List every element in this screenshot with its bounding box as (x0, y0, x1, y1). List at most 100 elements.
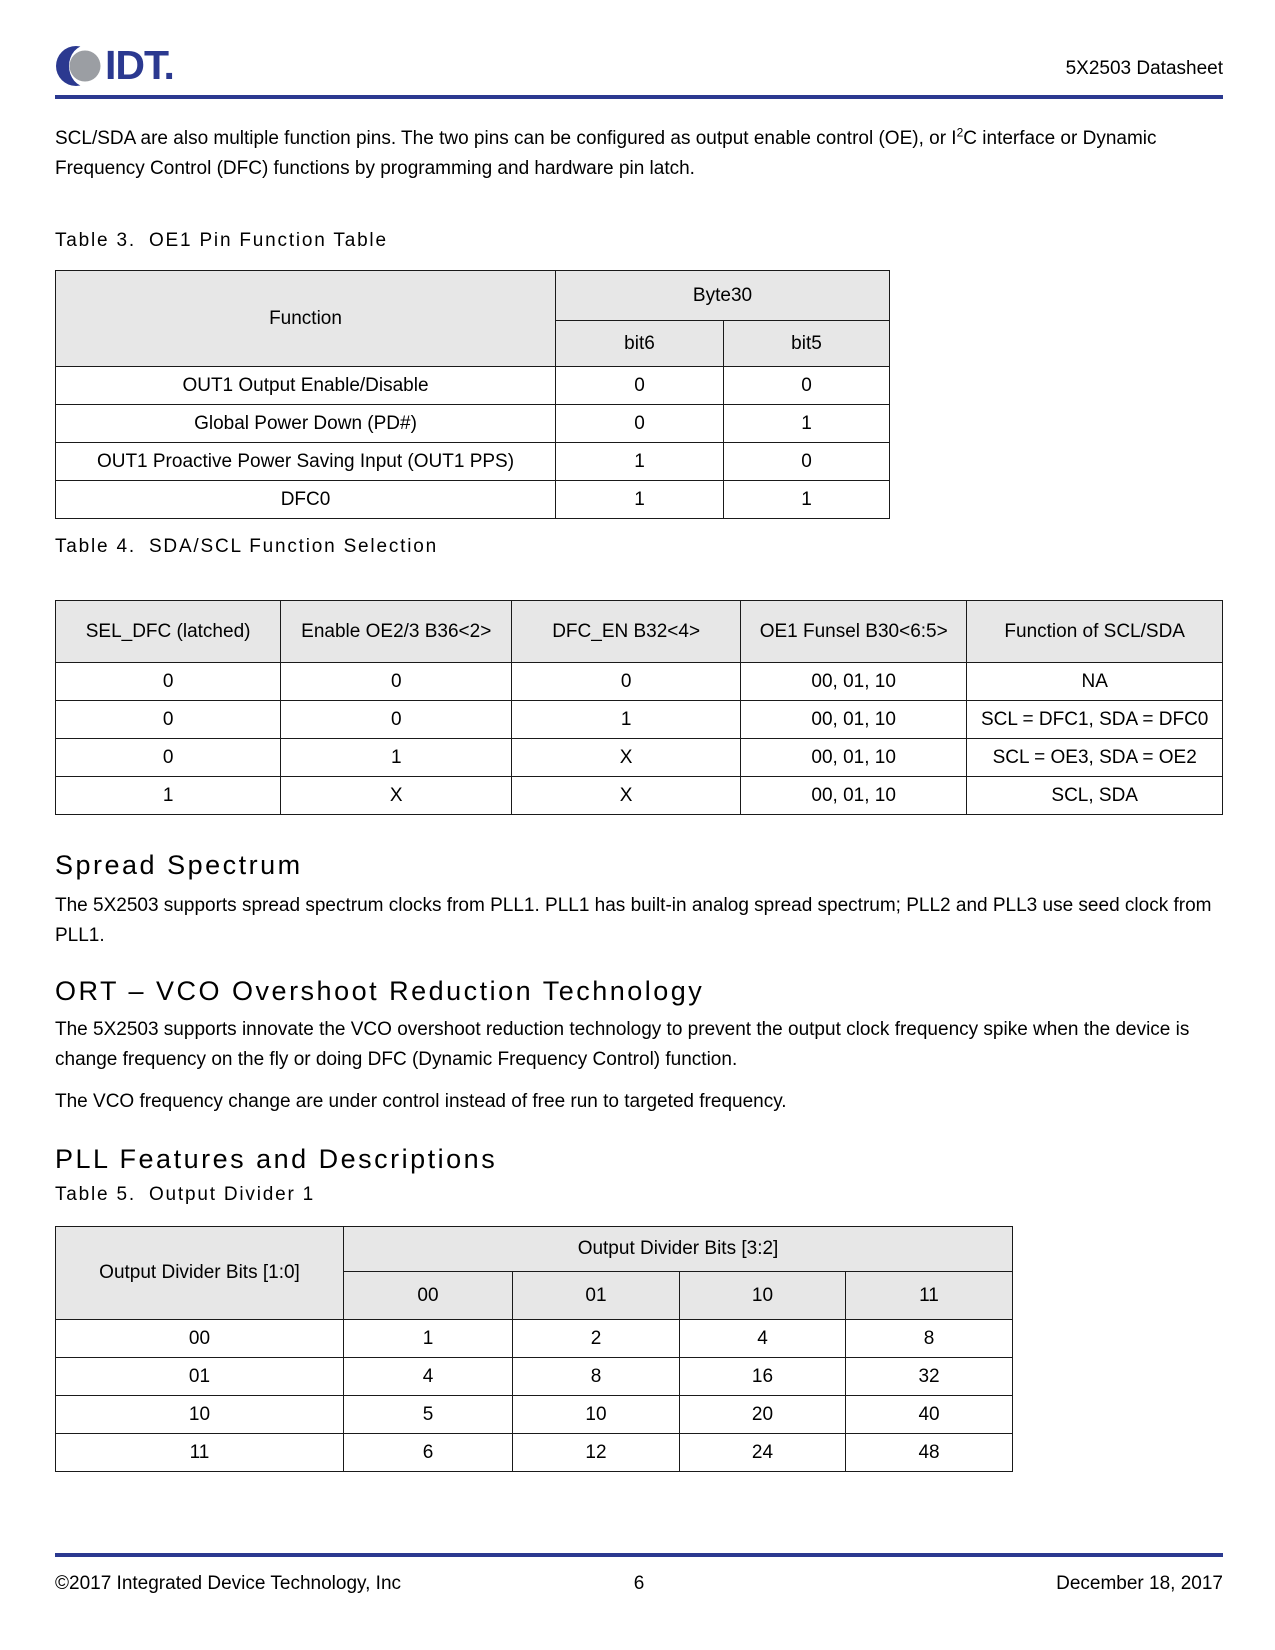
heading-ort: ORT – VCO Overshoot Reduction Technology (55, 976, 705, 1006)
document-title: 5X2503 Datasheet (1065, 58, 1223, 79)
table-row: 10 5 10 20 40 (55, 1395, 1014, 1434)
table-cell-bit5: 0 (723, 366, 890, 405)
table-cell: SCL = OE3, SDA = OE2 (966, 738, 1223, 777)
table-cell-function: Global Power Down (PD#) (55, 404, 556, 443)
table-cell-bit5: 0 (723, 442, 890, 481)
table-cell: 8 (512, 1357, 680, 1396)
table-cell: 6 (343, 1433, 513, 1472)
table-row: 0 1 X 00, 01, 10 SCL = OE3, SDA = OE2 (54, 738, 1223, 777)
table-cell: 1 (54, 776, 282, 815)
table-cell-function: OUT1 Proactive Power Saving Input (OUT1 … (55, 442, 556, 481)
table4-col-dfc-en: DFC_EN B32<4> (511, 600, 741, 663)
table-row: 0 0 0 00, 01, 10 NA (54, 662, 1223, 701)
table5-col-bits10: Output Divider Bits [1:0] (55, 1226, 344, 1320)
table-cell: 1 (511, 700, 741, 739)
table3-col-bit6: bit6 (555, 320, 724, 367)
header-rule (55, 95, 1223, 99)
page-content: SCL/SDA are also multiple function pins.… (0, 124, 1275, 1472)
table3-col-function: Function (55, 270, 556, 367)
paragraph-ort-1: The 5X2503 supports innovate the VCO ove… (55, 1019, 1190, 1070)
table-cell: 00, 01, 10 (739, 738, 968, 777)
table-cell: 0 (54, 738, 282, 777)
table-cell: NA (966, 662, 1223, 701)
table-cell: 00, 01, 10 (739, 700, 968, 739)
table4-caption-title: SDA/SCL Function Selection (148, 536, 438, 557)
table-cell: 0 (280, 700, 513, 739)
table-cell: 20 (679, 1395, 846, 1434)
superscript-2: 2 (956, 125, 964, 140)
idt-logo: IDT. (55, 41, 175, 90)
table-cell: 10 (512, 1395, 680, 1434)
paragraph-ort-2: The VCO frequency change are under contr… (55, 1091, 787, 1112)
heading-spread-spectrum: Spread Spectrum (55, 850, 303, 880)
paragraph-spread-spectrum: The 5X2503 supports spread spectrum cloc… (55, 895, 1212, 946)
table-row: OUT1 Proactive Power Saving Input (OUT1 … (55, 442, 890, 481)
idt-logo-icon (56, 45, 101, 87)
idt-logo-text: IDT. (105, 41, 175, 88)
page-footer: ©2017 Integrated Device Technology, Inc … (55, 1553, 1223, 1595)
table-row: 11 6 12 24 48 (55, 1433, 1014, 1472)
table3-caption-title: OE1 Pin Function Table (148, 230, 388, 251)
table-row: Global Power Down (PD#) 0 1 (55, 404, 890, 443)
table4-col-sel-dfc: SEL_DFC (latched) (54, 600, 282, 663)
table-cell: 5 (343, 1395, 513, 1434)
table-cell: SCL, SDA (966, 776, 1223, 815)
table-cell: 00 (55, 1319, 344, 1358)
table-cell: 00, 01, 10 (739, 662, 968, 701)
table5-subcol-10: 10 (679, 1271, 846, 1320)
table-row: 00 1 2 4 8 (55, 1319, 1014, 1358)
table-cell-bit5: 1 (723, 480, 890, 519)
table-cell: 24 (679, 1433, 846, 1472)
table5-subcol-01: 01 (512, 1271, 680, 1320)
table-cell: 16 (679, 1357, 846, 1396)
table-row: OUT1 Output Enable/Disable 0 0 (55, 366, 890, 405)
table4-col-function-scl-sda: Function of SCL/SDA (966, 600, 1223, 663)
table3-col-byte30: Byte30 (555, 270, 890, 321)
table5-caption-label: Table 5. (55, 1184, 136, 1205)
table-cell: 01 (55, 1357, 344, 1396)
table-header-row: bit6 bit5 (56, 320, 890, 367)
table-header-row: Function Byte30 (55, 270, 890, 367)
intro-paragraph: SCL/SDA are also multiple function pins.… (55, 124, 1223, 184)
table4-caption: Table 4. SDA/SCL Function Selection (55, 535, 1223, 559)
intro-text-1: SCL/SDA are also multiple function pins.… (55, 128, 957, 149)
table-cell: 40 (844, 1395, 1014, 1434)
table3-col-bit5: bit5 (723, 320, 890, 367)
intro-text-2: C interface or Dynamic Frequency Control… (55, 128, 1157, 179)
table-cell-bit6: 0 (555, 366, 724, 405)
table-cell: 12 (512, 1433, 680, 1472)
table-cell: SCL = DFC1, SDA = DFC0 (966, 700, 1223, 739)
table-cell: 32 (844, 1357, 1014, 1396)
table-cell-bit5: 1 (723, 404, 890, 443)
table-cell-function: DFC0 (55, 480, 556, 519)
table-cell-function: OUT1 Output Enable/Disable (55, 366, 556, 405)
table-cell: 00, 01, 10 (739, 776, 968, 815)
footer-page-number: 6 (633, 1573, 645, 1594)
footer-date: December 18, 2017 (1056, 1573, 1223, 1594)
table5-col-bits32: Output Divider Bits [3:2] (342, 1226, 1014, 1272)
table-row: 1 X X 00, 01, 10 SCL, SDA (54, 776, 1223, 815)
table-header-row: Output Divider Bits [1:0] Output Divider… (55, 1226, 1014, 1320)
table3-caption-label: Table 3. (55, 230, 136, 251)
table-cell: X (511, 776, 741, 815)
footer-copyright: ©2017 Integrated Device Technology, Inc (55, 1573, 402, 1594)
table-cell-bit6: 0 (555, 404, 724, 443)
table-cell: 8 (844, 1319, 1014, 1358)
table-cell: X (511, 738, 741, 777)
table-cell: 1 (280, 738, 513, 777)
table-cell-bit6: 1 (555, 442, 724, 481)
table-cell: 0 (54, 662, 282, 701)
table4-col-enable-oe23: Enable OE2/3 B36<2> (280, 600, 513, 663)
table-cell: 0 (511, 662, 741, 701)
table4-col-oe1-funsel: OE1 Funsel B30<6:5> (739, 600, 968, 663)
footer-rule (55, 1553, 1223, 1557)
table4-caption-label: Table 4. (55, 536, 136, 557)
table-row: 01 4 8 16 32 (55, 1357, 1014, 1396)
table-cell: 11 (55, 1433, 344, 1472)
table-header-row: SEL_DFC (latched) Enable OE2/3 B36<2> DF… (54, 600, 1223, 663)
table-output-divider-1: Output Divider Bits [1:0] Output Divider… (55, 1226, 1014, 1472)
table3-caption: Table 3. OE1 Pin Function Table (55, 229, 1223, 253)
table-cell: 10 (55, 1395, 344, 1434)
table5-caption-title: Output Divider 1 (148, 1184, 316, 1205)
